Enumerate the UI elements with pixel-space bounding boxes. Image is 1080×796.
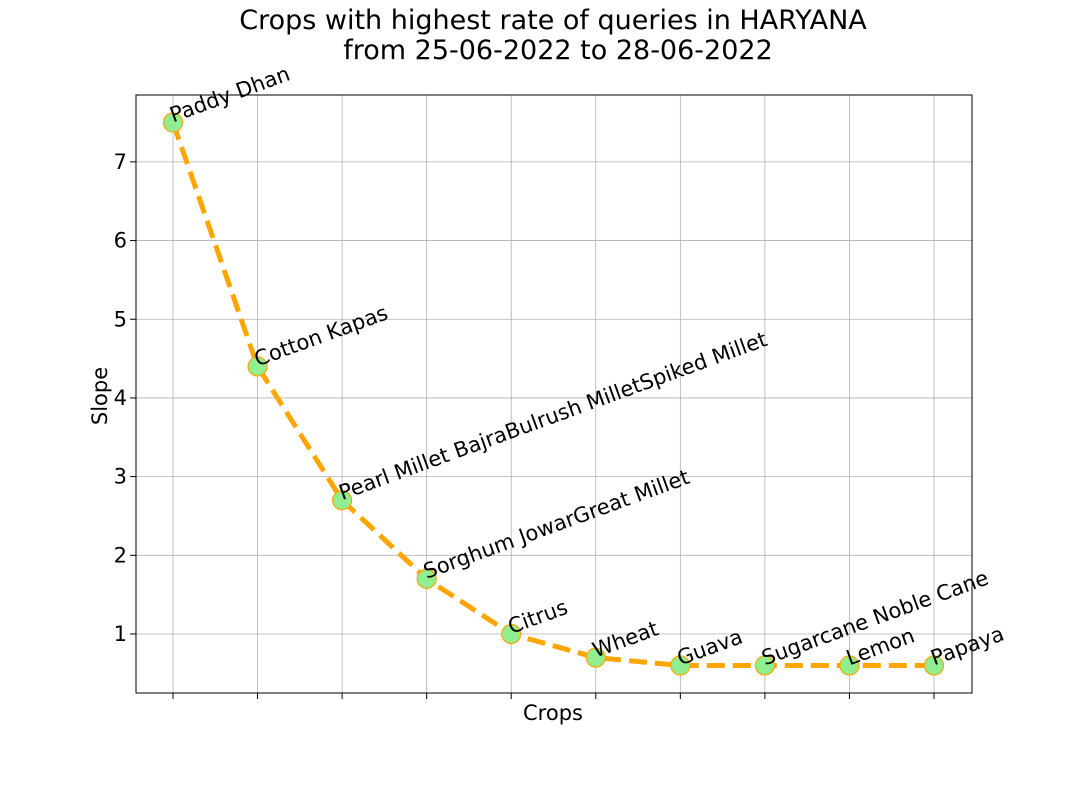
series-line — [170, 121, 934, 668]
data-point-label: Citrus — [505, 595, 571, 639]
data-point — [839, 655, 860, 676]
data-point — [670, 655, 691, 676]
y-tick-label: 5 — [114, 307, 127, 331]
y-tick-label: 3 — [114, 465, 127, 489]
data-point — [585, 647, 606, 668]
data-point — [416, 568, 437, 590]
y-tick-label: 7 — [114, 150, 127, 174]
data-point — [332, 490, 353, 511]
series — [162, 112, 945, 676]
y-tick-label: 2 — [114, 543, 127, 567]
y-axis-label: Slope — [88, 367, 112, 425]
y-tick-label: 1 — [114, 622, 127, 646]
x-axis-ticks — [172, 693, 935, 699]
data-point-label: Wheat — [589, 616, 661, 662]
data-point-label: Pearl Millet BajraBulrush MilletSpiked M… — [336, 327, 771, 505]
data-point-label: Paddy Dhan — [167, 62, 294, 128]
grid — [136, 95, 972, 693]
y-tick-label: 6 — [114, 229, 127, 253]
y-axis-ticks: 1 2 3 4 5 6 7 — [114, 150, 136, 646]
y-tick-label: 4 — [114, 386, 127, 410]
plot-frame — [135, 94, 973, 694]
data-point-label: Cotton Kapas — [251, 301, 391, 372]
data-point — [754, 655, 775, 676]
chart-title-line-1: Crops with highest rate of queries in HA… — [239, 5, 867, 36]
data-point — [923, 655, 945, 676]
data-point — [501, 623, 522, 645]
data-point-label: Sorghum JowarGreat Millet — [420, 465, 692, 584]
x-axis-label: Crops — [523, 701, 583, 725]
chart-title-line-2: from 25-06-2022 to 28-06-2022 — [343, 35, 773, 66]
data-point-label: Papaya — [928, 622, 1008, 671]
data-point — [247, 356, 268, 377]
data-point — [162, 112, 184, 133]
